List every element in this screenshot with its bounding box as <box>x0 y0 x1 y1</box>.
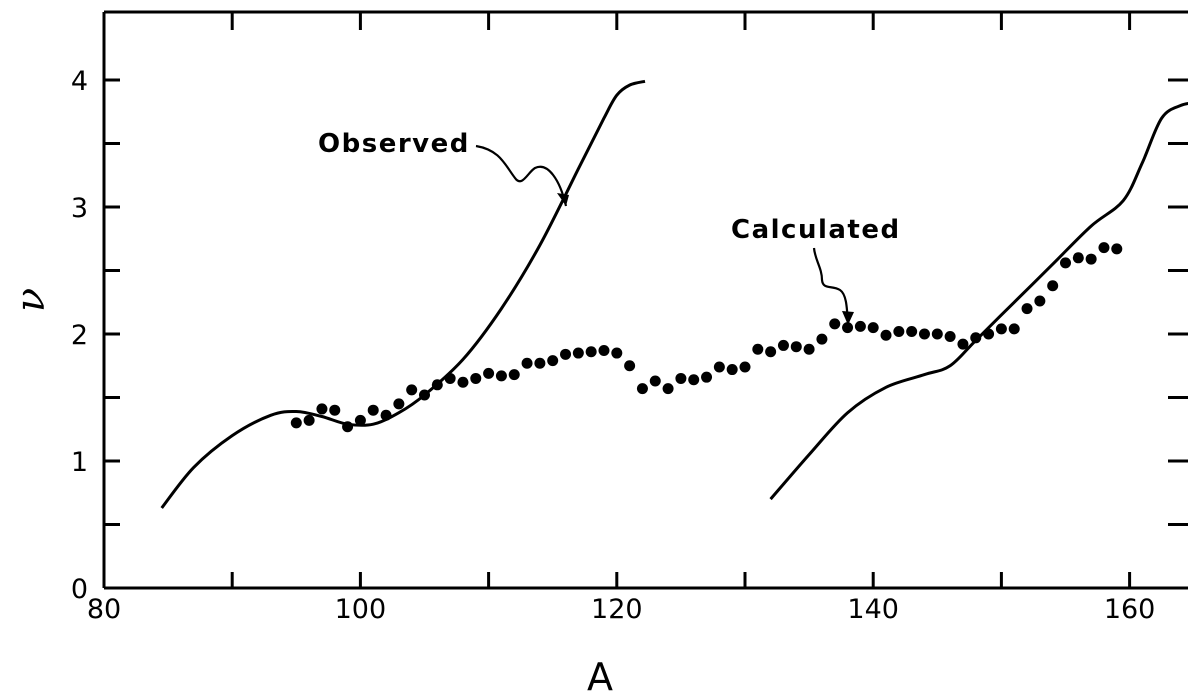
calculated-point <box>483 367 495 379</box>
observed-curve <box>160 79 646 509</box>
plot-frame <box>102 10 1188 590</box>
y-axis-label: ν <box>8 288 54 312</box>
calculated-point <box>1021 303 1033 315</box>
tick-labels: 80 100 120 140 160 0 1 2 3 4 <box>71 66 1156 625</box>
calculated-point <box>688 374 700 386</box>
calculated-point <box>893 325 905 337</box>
calculated-point <box>739 361 751 373</box>
calculated-point <box>547 355 559 367</box>
calculated-point <box>342 421 354 433</box>
calculated-point <box>944 331 956 343</box>
annotation-observed-arrowhead <box>557 193 569 206</box>
x-tick-label: 80 <box>87 594 121 625</box>
calculated-point <box>854 320 866 332</box>
annotation-observed-arrow <box>475 144 568 207</box>
y-tick-label: 1 <box>71 447 88 478</box>
observed-series <box>160 79 1188 509</box>
calculated-point <box>752 343 764 355</box>
axis-ticks <box>102 12 1188 588</box>
calculated-point <box>970 332 982 344</box>
calculated-point <box>880 329 892 341</box>
calculated-series <box>290 242 1123 433</box>
calculated-point <box>726 364 738 376</box>
calculated-point <box>1111 243 1123 255</box>
calculated-point <box>803 343 815 355</box>
calculated-point <box>354 414 366 426</box>
calculated-point <box>675 372 687 384</box>
calculated-point <box>995 323 1007 335</box>
annotation-calculated-arrow <box>812 247 850 326</box>
calculated-point <box>393 398 405 410</box>
x-axis-label: A <box>587 655 613 698</box>
calculated-point <box>470 372 482 384</box>
calculated-point <box>1098 242 1110 254</box>
calculated-point <box>521 357 533 369</box>
calculated-point <box>534 357 546 369</box>
calculated-point <box>457 376 469 388</box>
annotation-observed: Observed <box>318 129 470 159</box>
calculated-point <box>649 375 661 387</box>
calculated-point <box>662 383 674 395</box>
calculated-point <box>701 371 713 383</box>
calculated-point <box>329 404 341 416</box>
calculated-point <box>931 328 943 340</box>
calculated-point <box>790 341 802 353</box>
calculated-point <box>867 322 879 334</box>
y-tick-label: 2 <box>71 320 88 351</box>
calculated-point <box>508 369 520 381</box>
calculated-point <box>1060 257 1071 269</box>
calculated-point <box>918 328 930 340</box>
x-tick-label: 140 <box>847 594 899 625</box>
annotation-calculated: Calculated <box>731 215 901 245</box>
calculated-point <box>419 389 430 401</box>
calculated-point <box>777 339 789 351</box>
calculated-point <box>406 384 418 396</box>
y-tick-label: 3 <box>71 193 88 224</box>
x-tick-label: 100 <box>335 594 387 625</box>
calculated-point <box>316 403 328 415</box>
calculated-point <box>636 383 648 395</box>
calculated-point <box>444 372 456 384</box>
calculated-point <box>290 417 302 429</box>
observed-curve <box>769 101 1188 501</box>
calculated-point <box>1047 280 1059 292</box>
calculated-point <box>380 409 392 421</box>
annotations: Observed Calculated <box>318 129 901 326</box>
calculated-point <box>624 360 636 372</box>
y-tick-label: 0 <box>71 574 88 605</box>
calculated-point <box>1085 253 1097 265</box>
calculated-point <box>713 361 725 373</box>
calculated-point <box>431 379 443 391</box>
calculated-point <box>1008 323 1020 335</box>
calculated-point <box>598 345 610 357</box>
calculated-point <box>816 333 828 345</box>
x-tick-label: 120 <box>591 594 643 625</box>
calculated-point <box>842 322 854 334</box>
calculated-point <box>1072 252 1084 264</box>
calculated-point <box>829 318 841 330</box>
calculated-point <box>1034 295 1046 307</box>
calculated-point <box>585 346 597 358</box>
x-tick-label: 160 <box>1104 594 1156 625</box>
calculated-point <box>906 325 918 337</box>
calculated-point <box>560 348 572 360</box>
calculated-point <box>572 347 584 359</box>
calculated-point <box>303 414 315 426</box>
annotation-calculated-arrowhead <box>842 311 854 325</box>
calculated-point <box>367 404 379 416</box>
calculated-point <box>983 328 995 340</box>
calculated-point <box>765 346 777 358</box>
calculated-point <box>611 347 623 359</box>
calculated-point <box>957 338 969 350</box>
calculated-point <box>495 370 507 382</box>
y-tick-label: 4 <box>71 66 88 97</box>
